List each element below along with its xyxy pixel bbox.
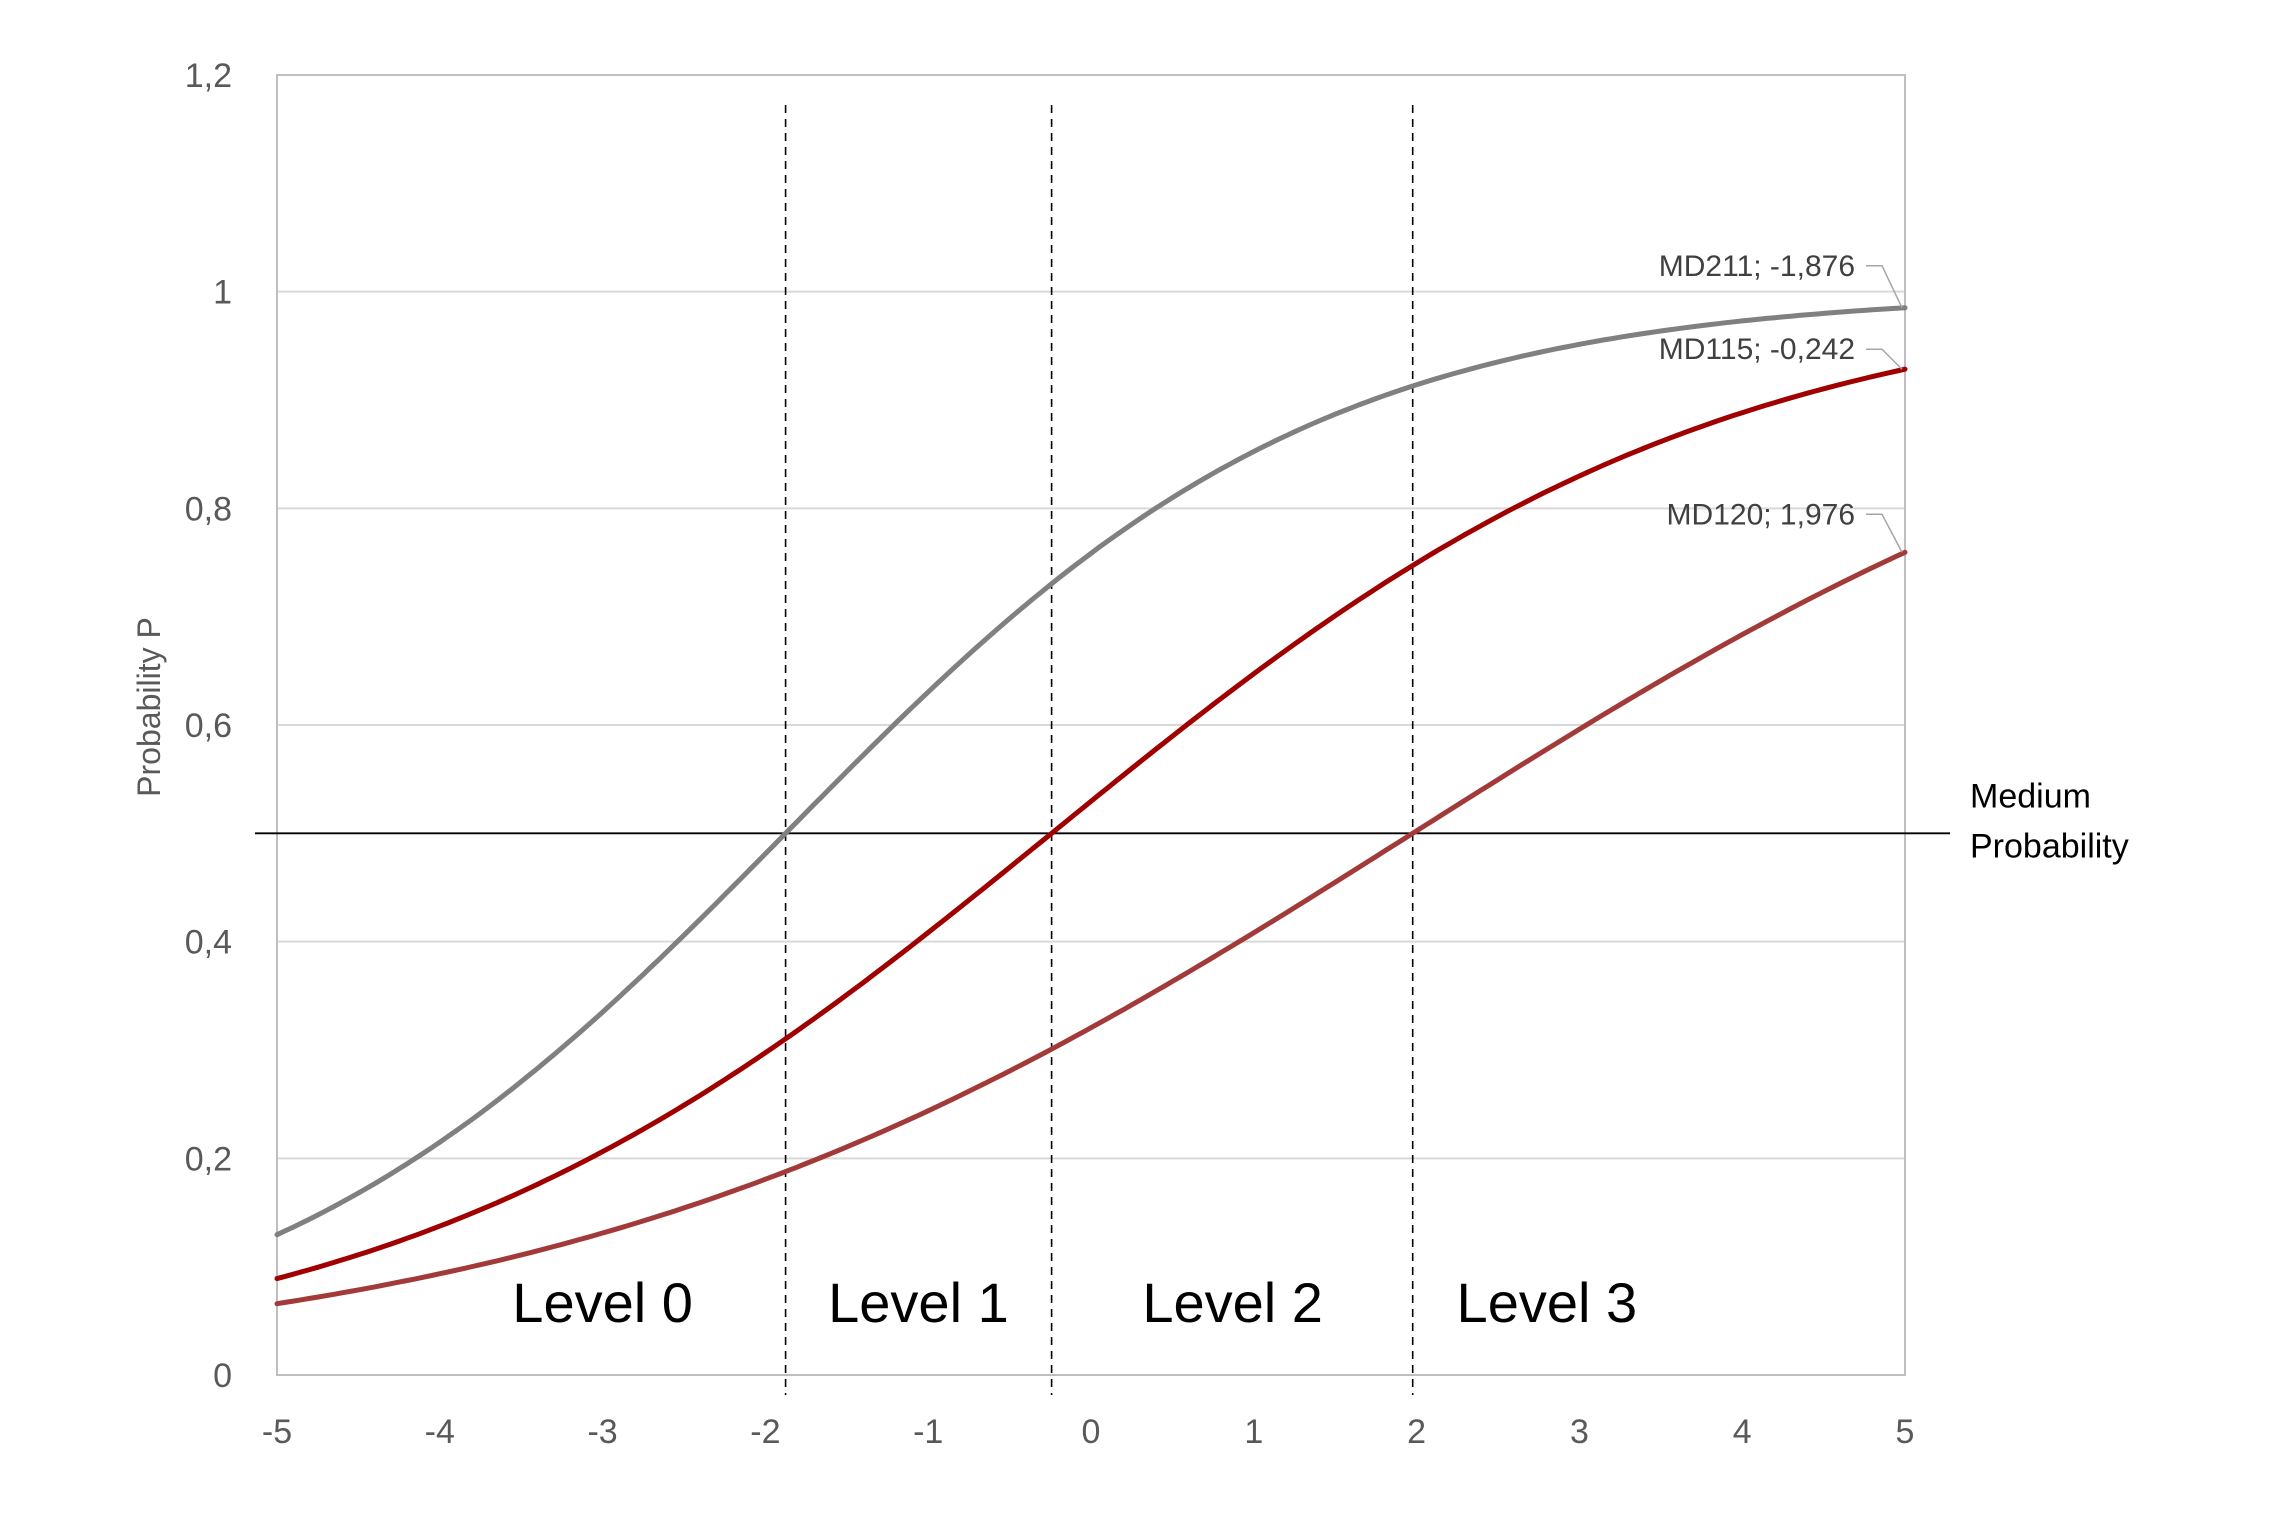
x-tick-label: -2 xyxy=(750,1413,780,1451)
level-label-level-0: Level 0 xyxy=(512,1271,693,1334)
y-tick-label: 0 xyxy=(213,1357,232,1395)
x-tick-label: 2 xyxy=(1407,1413,1426,1451)
series-lines xyxy=(274,305,1908,1307)
reference-line-group: Medium Probability xyxy=(255,777,2129,865)
series-label-md120: MD120; 1,976 xyxy=(1667,498,1855,531)
plot-area-border xyxy=(276,74,1906,1376)
x-axis-ticks: -5 -4 -3 -2 -1 0 1 2 3 4 5 xyxy=(262,1413,1915,1451)
x-tick-label: -5 xyxy=(262,1413,292,1451)
series-label-leader xyxy=(1866,348,1903,370)
level-label-level-1: Level 1 xyxy=(828,1271,1009,1334)
y-tick-label: 1 xyxy=(213,274,232,312)
level-labels: Level 0 Level 1 Level 2 Level 3 xyxy=(512,1271,1637,1334)
x-tick-label: 4 xyxy=(1733,1413,1752,1451)
x-tick-label: -4 xyxy=(425,1413,455,1451)
series-label-leader xyxy=(1866,513,1903,553)
x-tick-label: 5 xyxy=(1896,1413,1915,1451)
series-line-md115 xyxy=(274,366,1908,1282)
x-tick-label: -1 xyxy=(913,1413,943,1451)
series-line-md211 xyxy=(274,305,1908,1238)
reference-label-line1: Medium xyxy=(1970,777,2091,815)
level-label-level-2: Level 2 xyxy=(1142,1271,1323,1334)
x-tick-label: -3 xyxy=(587,1413,617,1451)
series-label-leader xyxy=(1866,265,1903,309)
y-tick-label: 0,8 xyxy=(185,490,232,528)
y-tick-label: 0,6 xyxy=(185,707,232,745)
series-label-md211: MD211; -1,876 xyxy=(1659,250,1855,283)
series-labels: MD211; -1,876 MD115; -0,242 MD120; 1,976 xyxy=(1659,250,1903,553)
grid-lines xyxy=(277,290,1905,1160)
level-boundaries xyxy=(784,105,1414,1395)
x-tick-label: 3 xyxy=(1570,1413,1589,1451)
level-label-level-3: Level 3 xyxy=(1457,1271,1638,1334)
y-tick-label: 0,2 xyxy=(185,1140,232,1178)
reference-label-line2: Probability xyxy=(1970,827,2129,865)
y-axis-ticks: 0 0,2 0,4 0,6 0,8 1 1,2 xyxy=(185,57,232,1395)
series-label-md115: MD115; -0,242 xyxy=(1659,333,1855,366)
series-line-md120 xyxy=(274,549,1908,1307)
y-axis-title: Probability P xyxy=(131,617,167,797)
x-tick-label: 0 xyxy=(1082,1413,1101,1451)
y-tick-label: 1,2 xyxy=(185,57,232,95)
x-tick-label: 1 xyxy=(1244,1413,1263,1451)
plot-frame xyxy=(276,74,1906,1376)
y-tick-label: 0,4 xyxy=(185,924,232,962)
